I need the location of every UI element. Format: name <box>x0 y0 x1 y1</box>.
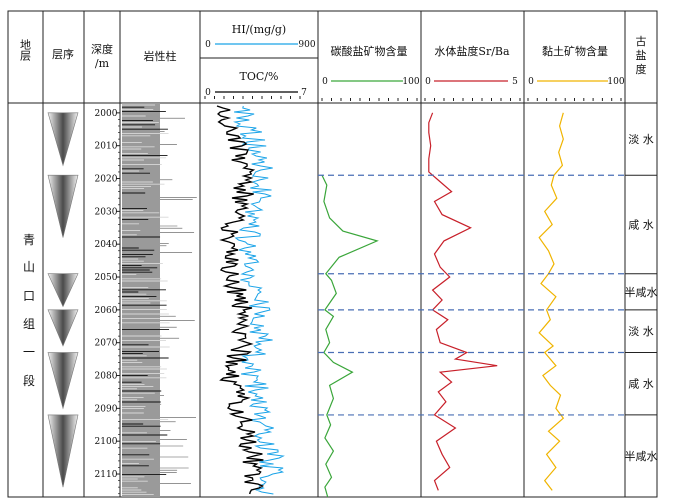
toc-scale-max: 7 <box>301 88 307 98</box>
depth-tick-label: 2070 <box>95 339 118 349</box>
depth-tick-label: 2060 <box>95 306 118 316</box>
depth-tick-label: 2010 <box>95 142 118 152</box>
clay-scale-max: 100 <box>607 77 624 87</box>
salinity-zone-label: 半咸水 <box>625 285 658 299</box>
carbonate-curve <box>321 174 379 498</box>
header-carbonate: 碳酸盐矿物含量 <box>331 44 408 58</box>
srba-scale-min: 0 <box>425 77 431 87</box>
formation-char-5: 一 <box>23 345 35 359</box>
salinity-zone-label: 咸 水 <box>628 218 654 231</box>
formation-char-6: 段 <box>23 373 35 388</box>
hi-curve <box>233 105 285 495</box>
header-clay: 黏土矿物含量 <box>542 44 608 58</box>
sequence-triangle <box>47 174 79 238</box>
formation-char-2: 山 <box>23 260 35 274</box>
depth-tick-label: 2080 <box>95 372 118 382</box>
header-depth: 深度 <box>91 42 113 56</box>
sequence-boundaries <box>318 174 657 416</box>
formation-char-3: 口 <box>23 289 35 303</box>
sequence-column <box>47 112 79 488</box>
sequence-triangle <box>47 309 79 347</box>
sequence-triangle <box>47 352 79 410</box>
depth-tick-label: 2050 <box>95 273 118 283</box>
sequence-triangle <box>47 273 79 308</box>
salinity-zone-label: 咸 水 <box>628 378 654 391</box>
header-paleosalinity-1: 古 <box>636 35 647 48</box>
formation-char-1: 青 <box>23 233 35 247</box>
carbonate-scale-max: 100 <box>402 77 419 87</box>
sequence-triangle <box>47 112 79 167</box>
srba-scale-max: 5 <box>512 77 518 87</box>
hi-scale-max: 900 <box>298 40 315 50</box>
salinity-zone-label: 淡 水 <box>628 133 654 146</box>
header-formation: 地层 <box>19 39 32 62</box>
carbonate-scale-min: 0 <box>322 77 328 87</box>
depth-tick-label: 2090 <box>95 404 118 414</box>
header-hi: HI/(mg/g) <box>232 23 286 36</box>
srba-curve <box>428 112 498 491</box>
header-tick-rows <box>204 96 622 101</box>
salinity-zone-label: 淡 水 <box>628 325 654 338</box>
header-lithology: 岩性柱 <box>144 49 177 63</box>
header-depth-unit: /m <box>95 57 110 70</box>
header-srba: 水体盐度Sr/Ba <box>434 44 510 58</box>
header-paleosalinity-2: 盐 <box>636 49 647 62</box>
clay-curve <box>538 112 565 491</box>
formation-name: 青 山 口 组 一 段 <box>23 233 35 388</box>
depth-axis: 2000 2010 2020 2030 2040 2050 2060 2070 2080 2090… <box>95 109 120 495</box>
clay-scale-min: 0 <box>528 77 534 87</box>
salinity-zone-label: 半咸水 <box>625 449 658 463</box>
toc-hi-track <box>216 105 285 495</box>
toc-curve <box>216 105 265 495</box>
hi-scale-min: 0 <box>205 40 211 50</box>
sequence-triangle <box>47 414 79 488</box>
toc-scale-min: 0 <box>205 88 211 98</box>
header-paleosalinity-3: 度 <box>636 62 647 76</box>
header-sequence: 层序 <box>52 47 74 61</box>
depth-tick-label: 2040 <box>95 240 118 250</box>
depth-tick-label: 2100 <box>95 437 118 447</box>
depth-tick-label: 2020 <box>95 175 118 185</box>
header-toc: TOC/% <box>240 70 279 83</box>
formation-char-4: 组 <box>23 317 35 331</box>
depth-tick-label: 2030 <box>95 207 118 217</box>
depth-tick-label: 2000 <box>95 109 118 119</box>
mineral-salinity-curves <box>321 112 565 498</box>
lithology-column <box>122 103 197 497</box>
header-row: 地层 层序 深度 /m 岩性柱 HI/(mg/g) 0 900 TOC/% 0 … <box>19 23 647 98</box>
lithology-mudstone-fill <box>122 103 160 497</box>
depth-tick-label: 2110 <box>95 470 118 480</box>
column-grid <box>7 10 658 498</box>
